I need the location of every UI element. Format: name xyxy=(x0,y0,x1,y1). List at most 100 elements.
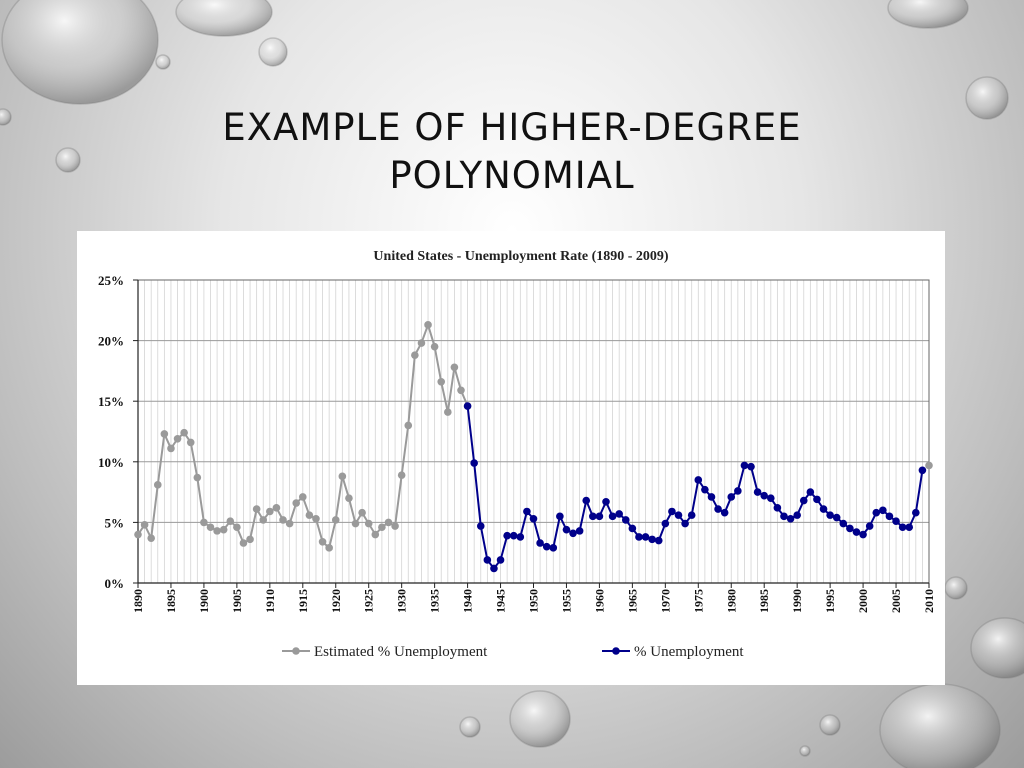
data-point xyxy=(312,514,320,523)
data-point xyxy=(556,512,564,521)
series-estimated-unemployment xyxy=(134,321,472,552)
data-point xyxy=(476,522,485,530)
data-point xyxy=(239,539,248,547)
data-point xyxy=(589,512,597,521)
data-point xyxy=(753,488,762,496)
data-point xyxy=(417,339,426,347)
data-point xyxy=(167,444,175,453)
data-point xyxy=(615,510,623,518)
data-point xyxy=(912,508,920,517)
y-tick-label: 0% xyxy=(105,576,125,591)
x-tick-label: 1965 xyxy=(625,589,639,613)
data-point xyxy=(707,493,716,501)
data-point xyxy=(160,430,169,438)
data-point xyxy=(865,522,874,530)
data-point xyxy=(859,530,867,539)
data-point xyxy=(173,434,182,443)
data-point xyxy=(371,530,380,539)
data-point xyxy=(654,536,663,545)
data-point xyxy=(694,476,703,484)
x-tick-label: 1930 xyxy=(395,589,409,613)
data-point xyxy=(351,519,360,528)
data-point xyxy=(635,533,643,541)
data-point xyxy=(285,519,294,528)
data-point xyxy=(153,481,162,489)
legend-marker xyxy=(292,647,300,655)
data-point xyxy=(233,523,241,532)
series-layer xyxy=(134,321,933,573)
data-point xyxy=(872,508,881,517)
data-point xyxy=(246,535,254,544)
data-point xyxy=(740,461,749,470)
data-point xyxy=(516,533,525,541)
data-point xyxy=(186,438,195,447)
legend-item-estimated: Estimated % Unemployment xyxy=(282,644,488,660)
data-point xyxy=(641,533,650,541)
data-point xyxy=(648,535,656,544)
x-tick-label: 1975 xyxy=(691,589,705,613)
data-point xyxy=(358,508,366,517)
data-point xyxy=(490,564,498,573)
data-point xyxy=(668,507,676,516)
data-point xyxy=(397,471,406,479)
data-point xyxy=(582,496,591,505)
x-tick-label: 1910 xyxy=(263,589,277,613)
chart-title: United States - Unemployment Rate (1890 … xyxy=(373,249,668,264)
x-tick-label: 1995 xyxy=(823,589,837,613)
data-point xyxy=(734,487,742,495)
x-tick-label: 1960 xyxy=(592,589,606,613)
x-tick-label: 2010 xyxy=(922,589,936,613)
x-tick-label: 1950 xyxy=(527,589,541,613)
legend-item-unemployment: % Unemployment xyxy=(602,644,744,660)
data-point xyxy=(674,511,683,519)
data-point xyxy=(430,342,439,351)
data-point xyxy=(813,495,821,504)
data-point xyxy=(193,473,202,482)
data-point xyxy=(602,497,610,506)
data-point xyxy=(424,321,432,329)
data-point xyxy=(266,507,274,516)
data-point xyxy=(760,491,769,500)
data-point xyxy=(799,496,808,505)
data-point xyxy=(780,512,788,521)
data-point xyxy=(206,523,215,532)
data-point xyxy=(595,512,604,521)
data-point xyxy=(523,507,531,516)
x-tick-label: 1935 xyxy=(428,589,442,613)
x-tick-label: 1915 xyxy=(296,589,310,613)
data-point xyxy=(905,523,914,532)
data-point xyxy=(411,351,419,359)
data-point xyxy=(826,511,834,519)
data-point xyxy=(331,516,340,524)
data-point xyxy=(444,408,452,416)
data-point xyxy=(180,428,188,437)
data-point xyxy=(575,527,584,535)
data-point xyxy=(839,519,848,528)
series-unemployment xyxy=(463,402,927,573)
y-axis-tick-labels: 0% 5% 10% 15% 20% 25% xyxy=(98,273,124,591)
data-point xyxy=(338,472,347,481)
data-point xyxy=(852,528,861,536)
x-tick-label: 1900 xyxy=(197,589,211,613)
data-point xyxy=(714,505,722,513)
data-point xyxy=(806,488,815,496)
data-point xyxy=(200,518,208,527)
y-tick-label: 20% xyxy=(98,334,124,349)
data-point xyxy=(701,485,709,494)
data-point xyxy=(503,531,511,540)
data-point xyxy=(832,513,841,522)
x-tick-label: 1940 xyxy=(461,589,475,613)
unemployment-line-chart: United States - Unemployment Rate (1890 … xyxy=(98,249,936,660)
data-point xyxy=(147,534,155,542)
slide-title-line-2: POLYNOMIAL xyxy=(389,154,635,197)
data-point xyxy=(549,544,558,552)
data-point xyxy=(509,531,518,540)
data-point xyxy=(134,530,142,539)
data-point xyxy=(259,516,268,524)
data-point xyxy=(885,512,894,521)
data-point xyxy=(437,378,446,386)
data-point xyxy=(767,494,775,502)
x-tick-label: 1925 xyxy=(362,589,376,613)
